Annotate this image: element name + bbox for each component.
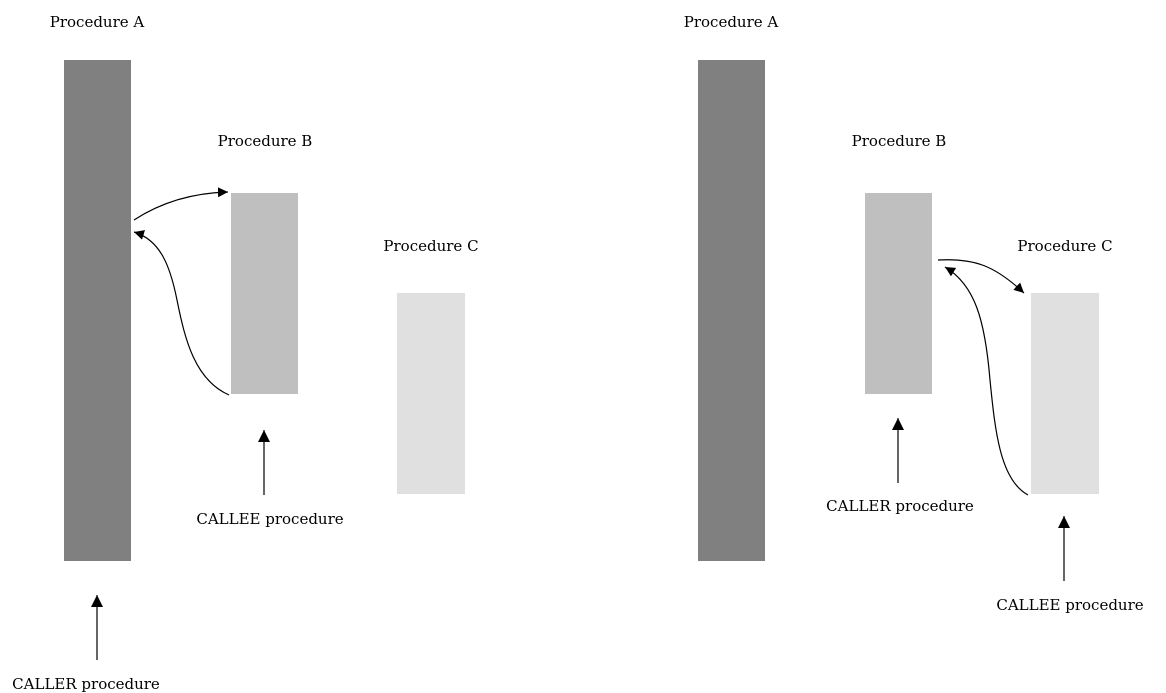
procedure-c-block: [397, 293, 465, 494]
callee-label: CALLEE procedure: [196, 510, 343, 528]
procedure-b-block: [231, 193, 298, 394]
procedure-a-block: [698, 60, 765, 561]
procedure-c-block: [1031, 293, 1099, 494]
procedure-c-label: Procedure C: [1017, 237, 1112, 255]
procedure-c-label: Procedure C: [383, 237, 478, 255]
call-arrow: [937, 259, 1025, 294]
return-arrow: [944, 266, 1029, 496]
right-panel: Procedure A Procedure B Procedure C CALL…: [684, 13, 1144, 614]
procedure-a-label: Procedure A: [50, 13, 145, 31]
callee-label: CALLEE procedure: [996, 596, 1143, 614]
caller-label: CALLER procedure: [12, 675, 160, 693]
procedure-b-block: [865, 193, 932, 394]
left-panel: Procedure A Procedure B Procedure C CALL…: [12, 13, 478, 693]
call-arrow: [133, 187, 229, 221]
procedure-a-label: Procedure A: [684, 13, 779, 31]
procedure-a-block: [64, 60, 131, 561]
return-arrow: [133, 230, 230, 396]
procedure-b-label: Procedure B: [852, 132, 947, 150]
caller-label: CALLER procedure: [826, 497, 974, 515]
procedure-b-label: Procedure B: [218, 132, 313, 150]
